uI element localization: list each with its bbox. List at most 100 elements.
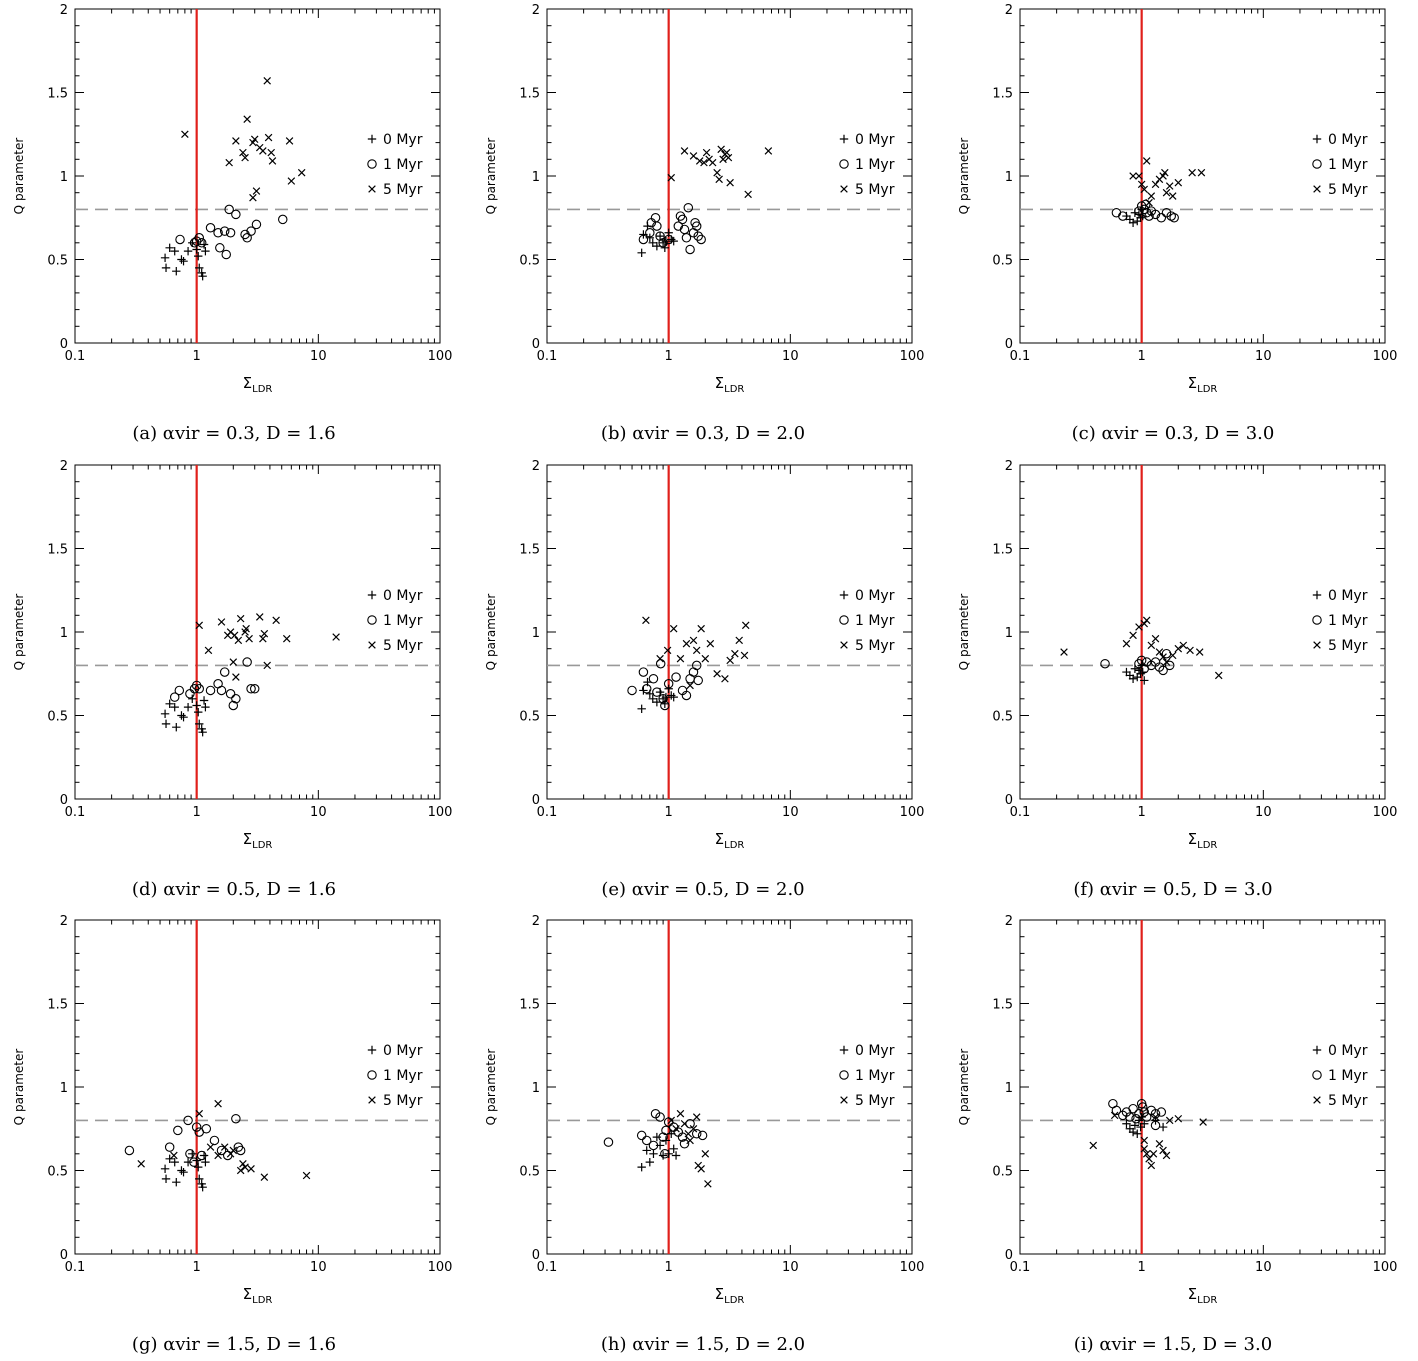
y-tick-label: 1: [60, 626, 68, 641]
data-point-cross: [234, 636, 243, 645]
data-point-cross: [220, 1143, 229, 1151]
data-point-cross: [1165, 182, 1174, 190]
x-tick-label: 10: [1255, 349, 1272, 364]
x-tick-label: 100: [900, 805, 925, 820]
legend-marker-cross: [368, 641, 376, 649]
data-point-cross: [1151, 634, 1160, 643]
legend-marker-cross: [368, 185, 376, 193]
data-point-cross: [715, 175, 723, 184]
y-axis-label: Q parameter: [12, 594, 26, 671]
data-point-circle: [191, 236, 202, 246]
y-tick-label: 1: [60, 1081, 68, 1096]
legend-label: 5 Myr: [383, 638, 423, 654]
data-point-circle: [1156, 213, 1167, 223]
x-tick-label: 10: [782, 349, 799, 364]
data-point-cross: [1159, 653, 1167, 661]
x-axis-label-symbol: Σ: [243, 374, 252, 392]
x-axis-label: ΣLDR: [243, 830, 273, 851]
data-point-circle: [693, 675, 703, 686]
data-point-cross: [744, 190, 752, 199]
data-point-cross: [642, 616, 650, 625]
x-tick-label: 10: [782, 805, 799, 820]
y-tick-label: 0.5: [519, 1165, 540, 1180]
x-tick-label: 100: [1373, 1260, 1398, 1275]
legend-label: 0 Myr: [1328, 1043, 1368, 1059]
data-point-cross: [206, 1143, 215, 1151]
data-point-circle: [1131, 1113, 1141, 1124]
data-point-cross: [239, 1160, 247, 1168]
data-point-cross: [1151, 180, 1160, 189]
legend-marker-cross: [840, 641, 848, 649]
data-point-cross: [1142, 157, 1151, 165]
data-point-plus: [201, 1157, 210, 1167]
legend-marker-circle: [1312, 1070, 1322, 1080]
data-point-circle: [663, 679, 674, 689]
data-point-plus: [195, 263, 204, 273]
data-point-plus: [199, 240, 209, 249]
data-point-circle: [681, 690, 692, 701]
x-tick-label: 0.1: [65, 1260, 86, 1275]
data-point-cross: [682, 639, 691, 648]
data-point-plus: [1122, 1119, 1131, 1128]
legend-marker-cross: [1313, 1096, 1321, 1104]
x-axis-label-symbol: Σ: [715, 374, 724, 392]
x-tick-label: 10: [310, 1260, 327, 1275]
x-axis-label-symbol: Σ: [1188, 1285, 1197, 1303]
data-point-circle: [696, 234, 706, 245]
legend-label: 5 Myr: [855, 638, 895, 654]
data-point-plus: [660, 243, 670, 253]
data-point-cross: [1161, 168, 1169, 177]
data-point-circle: [1128, 1103, 1138, 1114]
data-point-cross: [695, 157, 704, 165]
chart-panel-e: 0.1 1 10 100 0 0.5 1 1.5 2 Q parameter ΣLDR 0 Myr 1 …: [484, 459, 924, 851]
data-point-circle: [164, 1142, 175, 1152]
y-tick-label: 0.5: [47, 1165, 68, 1180]
x-axis-label: ΣLDR: [1188, 830, 1218, 851]
data-point-cross: [302, 1171, 311, 1180]
x-tick-label: 0.1: [65, 805, 86, 820]
data-point-cross: [1122, 639, 1131, 648]
y-tick-label: 1: [532, 1081, 540, 1096]
data-point-circle: [1158, 665, 1168, 676]
x-tick-label: 1: [1138, 1260, 1146, 1275]
data-point-cross: [259, 147, 267, 155]
data-point-plus: [661, 236, 671, 246]
y-axis-label: Q parameter: [12, 138, 26, 215]
data-point-cross: [236, 1166, 245, 1175]
legend-marker-circle: [367, 615, 377, 625]
data-point-cross: [692, 646, 701, 655]
data-point-cross: [229, 658, 238, 666]
data-point-cross: [689, 152, 698, 160]
data-point-circle: [225, 228, 236, 238]
legend-marker-plus: [367, 134, 377, 144]
chart-panel-g: 0.1 1 10 100 0 0.5 1 1.5 2 Q parameter ΣLDR 0 Myr 1 …: [12, 914, 452, 1306]
data-point-circle: [658, 694, 668, 704]
data-point-circle: [201, 1124, 212, 1134]
data-point-cross: [701, 1150, 710, 1158]
x-axis-label-subscript: LDR: [252, 840, 272, 851]
data-point-cross: [232, 673, 240, 681]
data-point-plus: [652, 697, 662, 707]
data-point-circle: [228, 700, 239, 711]
y-tick-label: 0.5: [992, 254, 1013, 269]
data-point-circle: [1139, 204, 1149, 215]
legend-marker-circle: [839, 159, 849, 169]
x-tick-label: 1: [193, 349, 201, 364]
data-point-cross: [676, 654, 685, 663]
data-point-circle: [1141, 1112, 1152, 1122]
data-point-plus: [183, 1157, 193, 1167]
data-point-cross: [260, 629, 269, 638]
data-point-circle: [194, 684, 204, 694]
data-point-circle: [124, 1145, 135, 1156]
data-point-cross: [214, 1099, 222, 1108]
data-point-cross: [255, 613, 264, 621]
data-point-cross: [249, 193, 257, 202]
data-point-plus: [160, 709, 170, 719]
data-point-plus: [160, 1164, 170, 1174]
legend-marker-cross: [840, 185, 848, 193]
legend-label: 1 Myr: [855, 1068, 895, 1084]
data-point-plus: [652, 1132, 662, 1142]
legend-marker-circle: [1312, 615, 1322, 625]
data-point-cross: [722, 148, 731, 157]
